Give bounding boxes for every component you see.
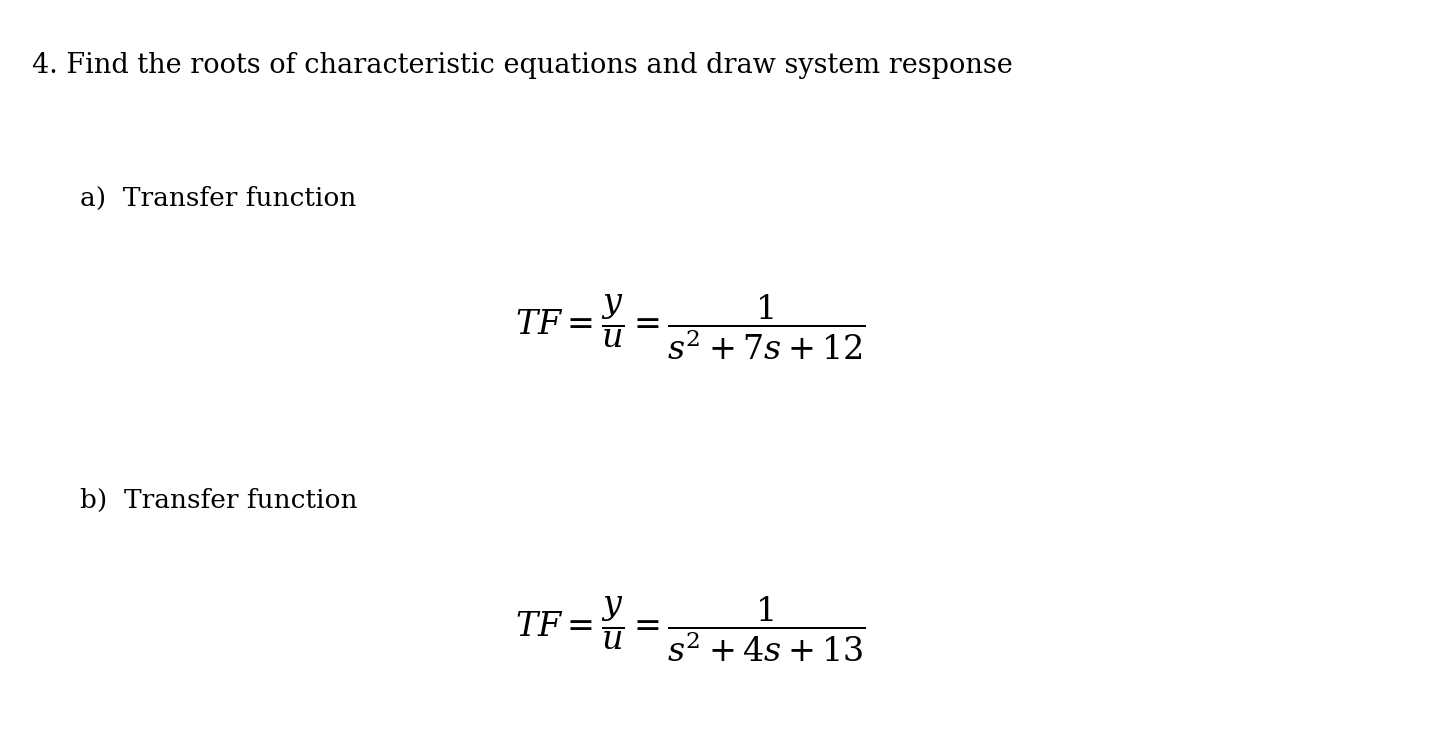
Text: $\mathit{TF} = \dfrac{y}{u} = \dfrac{1}{s^2 + 4s + 13}$: $\mathit{TF} = \dfrac{y}{u} = \dfrac{1}{… bbox=[515, 595, 867, 664]
Text: 4. Find the roots of characteristic equations and draw system response: 4. Find the roots of characteristic equa… bbox=[32, 52, 1012, 79]
Text: a)  Transfer function: a) Transfer function bbox=[80, 186, 356, 211]
Text: $\mathit{TF} = \dfrac{y}{u} = \dfrac{1}{s^2 + 7s + 12}$: $\mathit{TF} = \dfrac{y}{u} = \dfrac{1}{… bbox=[515, 293, 867, 362]
Text: b)  Transfer function: b) Transfer function bbox=[80, 488, 357, 513]
